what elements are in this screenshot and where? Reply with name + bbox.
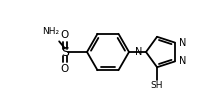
Text: NH₂: NH₂ [42, 27, 59, 37]
Text: N: N [134, 47, 142, 57]
Text: O: O [61, 30, 69, 40]
Text: N: N [178, 56, 185, 66]
Text: O: O [61, 64, 69, 74]
Text: SH: SH [150, 81, 163, 90]
Text: S: S [61, 46, 69, 58]
Text: N: N [178, 38, 185, 48]
